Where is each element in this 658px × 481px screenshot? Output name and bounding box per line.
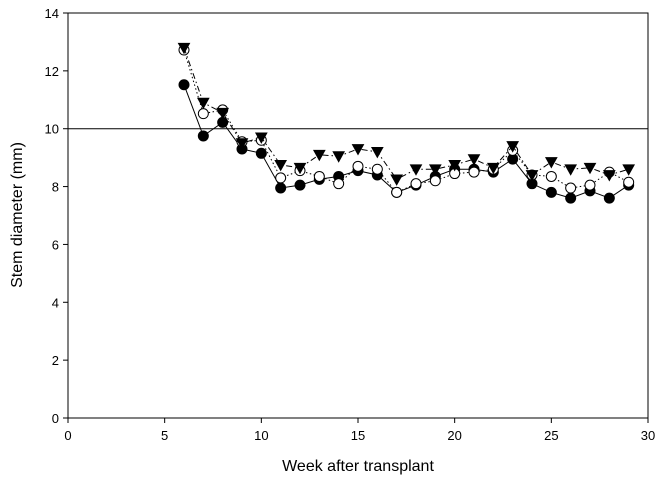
data-point xyxy=(197,108,209,120)
data-point xyxy=(486,162,500,175)
data-point xyxy=(565,192,577,204)
data-point xyxy=(467,154,481,166)
x-tick-label: 25 xyxy=(544,428,558,443)
data-point xyxy=(371,163,383,175)
series-layer xyxy=(177,42,636,204)
x-tick-label: 0 xyxy=(64,428,71,443)
series-line xyxy=(183,49,629,194)
y-tick-label: 2 xyxy=(52,353,59,368)
x-axis-title: Week after transplant xyxy=(282,458,434,475)
x-tick-label: 15 xyxy=(351,428,365,443)
data-point xyxy=(448,159,462,172)
data-point xyxy=(235,138,249,150)
series-3 xyxy=(177,42,636,186)
data-point xyxy=(352,160,364,172)
data-point xyxy=(332,151,346,163)
data-point xyxy=(255,147,267,159)
data-point xyxy=(333,178,345,190)
data-point xyxy=(275,182,287,194)
series-2 xyxy=(178,44,635,198)
data-point xyxy=(294,179,306,191)
data-point xyxy=(545,170,557,182)
data-point xyxy=(370,146,384,159)
x-tick-label: 5 xyxy=(161,428,168,443)
data-point xyxy=(545,186,557,198)
data-point xyxy=(468,166,480,178)
y-tick-label: 8 xyxy=(52,180,59,195)
y-tick-label: 0 xyxy=(52,411,59,426)
axes-layer: 0 5 10 15 20 25 30 0 2 4 6 8 10 12 14 xyxy=(45,6,656,443)
data-point xyxy=(565,182,577,194)
data-point xyxy=(602,170,616,182)
y-tick-label: 4 xyxy=(52,295,59,310)
y-tick-label: 14 xyxy=(45,6,59,21)
data-point xyxy=(564,164,578,176)
data-point xyxy=(312,149,326,162)
data-point xyxy=(603,192,615,204)
data-point xyxy=(583,162,597,175)
y-axis-title: Stem diameter (mm) xyxy=(9,142,26,288)
data-point xyxy=(429,175,441,187)
series-line xyxy=(183,47,629,180)
x-tick-label: 30 xyxy=(641,428,655,443)
data-point xyxy=(506,141,520,153)
data-point xyxy=(313,170,325,182)
data-point xyxy=(390,174,404,186)
data-point xyxy=(409,164,423,176)
y-tick-label: 10 xyxy=(45,122,59,137)
data-point xyxy=(196,97,210,110)
y-tick-label: 12 xyxy=(45,64,59,79)
data-point xyxy=(178,79,190,91)
data-point xyxy=(254,132,268,144)
x-tick-label: 10 xyxy=(254,428,268,443)
data-point xyxy=(293,162,307,175)
data-point xyxy=(544,157,558,169)
data-point xyxy=(274,159,288,172)
data-point xyxy=(623,176,635,188)
data-point xyxy=(428,164,442,176)
data-point xyxy=(351,144,365,156)
data-point xyxy=(216,107,230,120)
data-point xyxy=(177,42,191,55)
data-point xyxy=(197,130,209,142)
data-point xyxy=(525,170,539,182)
data-point xyxy=(410,178,422,190)
x-tick-label: 20 xyxy=(447,428,461,443)
data-point xyxy=(584,179,596,191)
y-tick-label: 6 xyxy=(52,237,59,252)
data-point xyxy=(391,186,403,198)
data-point xyxy=(275,172,287,184)
plot-frame xyxy=(67,12,649,419)
data-point xyxy=(622,164,636,176)
